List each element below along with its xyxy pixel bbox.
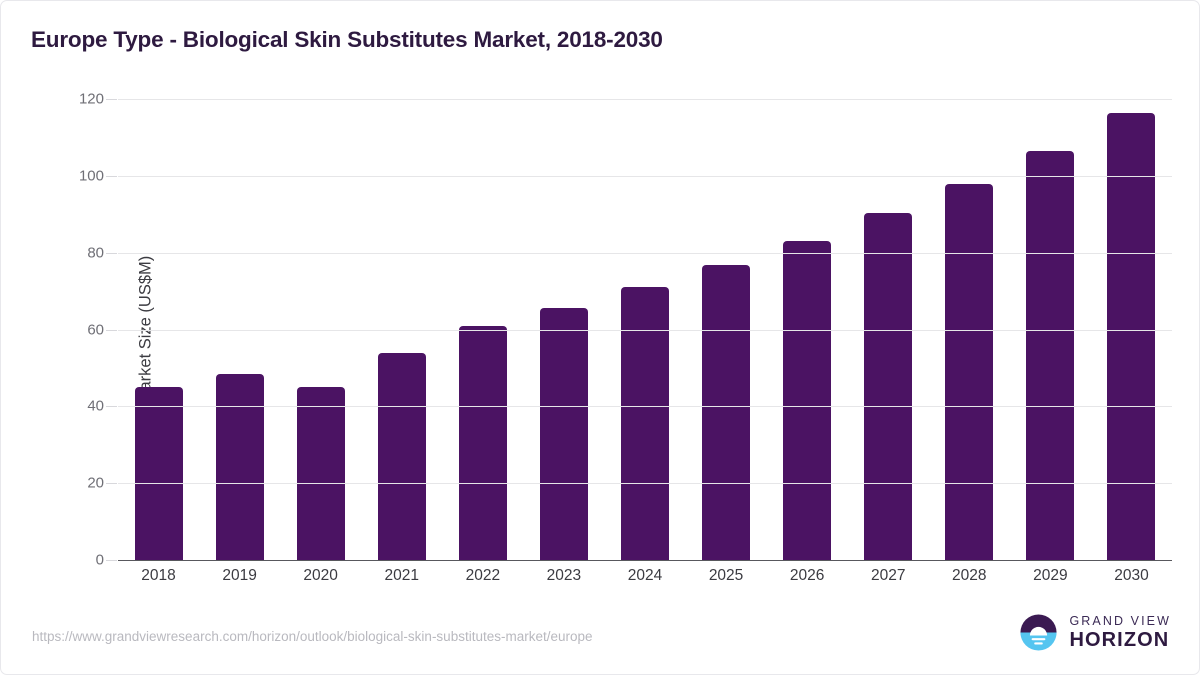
gridline [118, 99, 1172, 100]
bar-column[interactable] [621, 99, 669, 560]
bar-series [118, 99, 1172, 560]
bar-2018[interactable] [134, 387, 183, 560]
page-title: Europe Type - Biological Skin Substitute… [31, 27, 663, 52]
x-axis-tick-label: 2028 [952, 567, 987, 584]
bar-2024[interactable] [621, 287, 669, 560]
bar-2023[interactable] [539, 308, 588, 560]
y-axis-tick-mark [106, 406, 117, 408]
y-axis-tick-label: 0 [95, 551, 104, 569]
bar-2022[interactable] [458, 326, 507, 560]
bar-2027[interactable] [864, 213, 913, 560]
bar-column[interactable] [783, 99, 832, 560]
x-axis-tick-label: 2018 [141, 567, 176, 584]
y-axis-tick-label: 80 [87, 244, 104, 262]
x-axis-tick-label: 2026 [789, 567, 825, 584]
y-axis-tick-mark [106, 483, 117, 485]
y-axis-tick-label: 120 [78, 90, 104, 108]
plot-area: Market Size (US$M) [118, 99, 1172, 561]
x-axis-tick-label: 2023 [546, 567, 582, 584]
bar-column[interactable] [458, 99, 507, 560]
gridline [118, 252, 1172, 254]
bar-2029[interactable] [1026, 150, 1075, 560]
x-axis-tick-label: 2024 [627, 567, 663, 584]
bar-column[interactable] [215, 99, 264, 560]
y-axis-tick-mark [106, 560, 117, 561]
y-axis-tick-mark [106, 329, 117, 331]
bar-column[interactable] [1107, 99, 1156, 560]
y-axis-tick-mark [106, 252, 117, 254]
gridline [118, 329, 1172, 331]
bar-column[interactable] [539, 99, 588, 560]
bar-2026[interactable] [783, 241, 832, 560]
logo-line-2: HORIZON [1069, 629, 1170, 652]
bar-2030[interactable] [1107, 113, 1156, 560]
bar-column[interactable] [1026, 99, 1075, 560]
y-axis-tick-label: 100 [78, 167, 104, 185]
x-axis-tick-label: 2020 [303, 567, 338, 584]
bar-2021[interactable] [377, 353, 426, 560]
bar-column[interactable] [864, 99, 913, 560]
x-axis-tick-label: 2027 [870, 567, 906, 584]
grand-view-horizon-logo-icon [1020, 614, 1057, 651]
y-axis-tick-label: 40 [87, 397, 104, 415]
logo-wordmark: GRAND VIEW HORIZON [1069, 615, 1171, 651]
brand-logo: GRAND VIEW HORIZON [1017, 611, 1171, 654]
bar-column[interactable] [134, 99, 183, 560]
x-axis-tick-label: 2025 [708, 567, 744, 584]
bar-column[interactable] [296, 99, 345, 560]
bar-column[interactable] [377, 99, 426, 560]
gridline [118, 406, 1172, 408]
source-url[interactable]: https://www.grandviewresearch.com/horizo… [32, 629, 593, 644]
y-axis-tick-mark [106, 99, 117, 100]
y-axis-tick-label: 20 [87, 474, 104, 492]
x-axis-tick-label: 2019 [222, 567, 257, 584]
y-axis-tick-mark [106, 175, 117, 177]
bar-column[interactable] [702, 99, 751, 560]
bar-2028[interactable] [945, 183, 994, 560]
gridline [118, 175, 1172, 177]
bar-2025[interactable] [702, 265, 751, 560]
x-axis-line [118, 559, 1172, 561]
bar-2019[interactable] [215, 373, 264, 560]
x-axis-tick-label: 2021 [384, 567, 419, 584]
bar-column[interactable] [945, 99, 994, 560]
y-axis-tick-label: 60 [87, 321, 104, 338]
gridline [118, 483, 1172, 485]
logo-line-1: GRAND VIEW [1069, 613, 1171, 628]
bar-2020[interactable] [296, 387, 345, 560]
x-axis-tick-label: 2030 [1114, 567, 1149, 584]
x-axis-tick-label: 2029 [1033, 567, 1068, 584]
x-axis-tick-label: 2022 [465, 567, 501, 584]
